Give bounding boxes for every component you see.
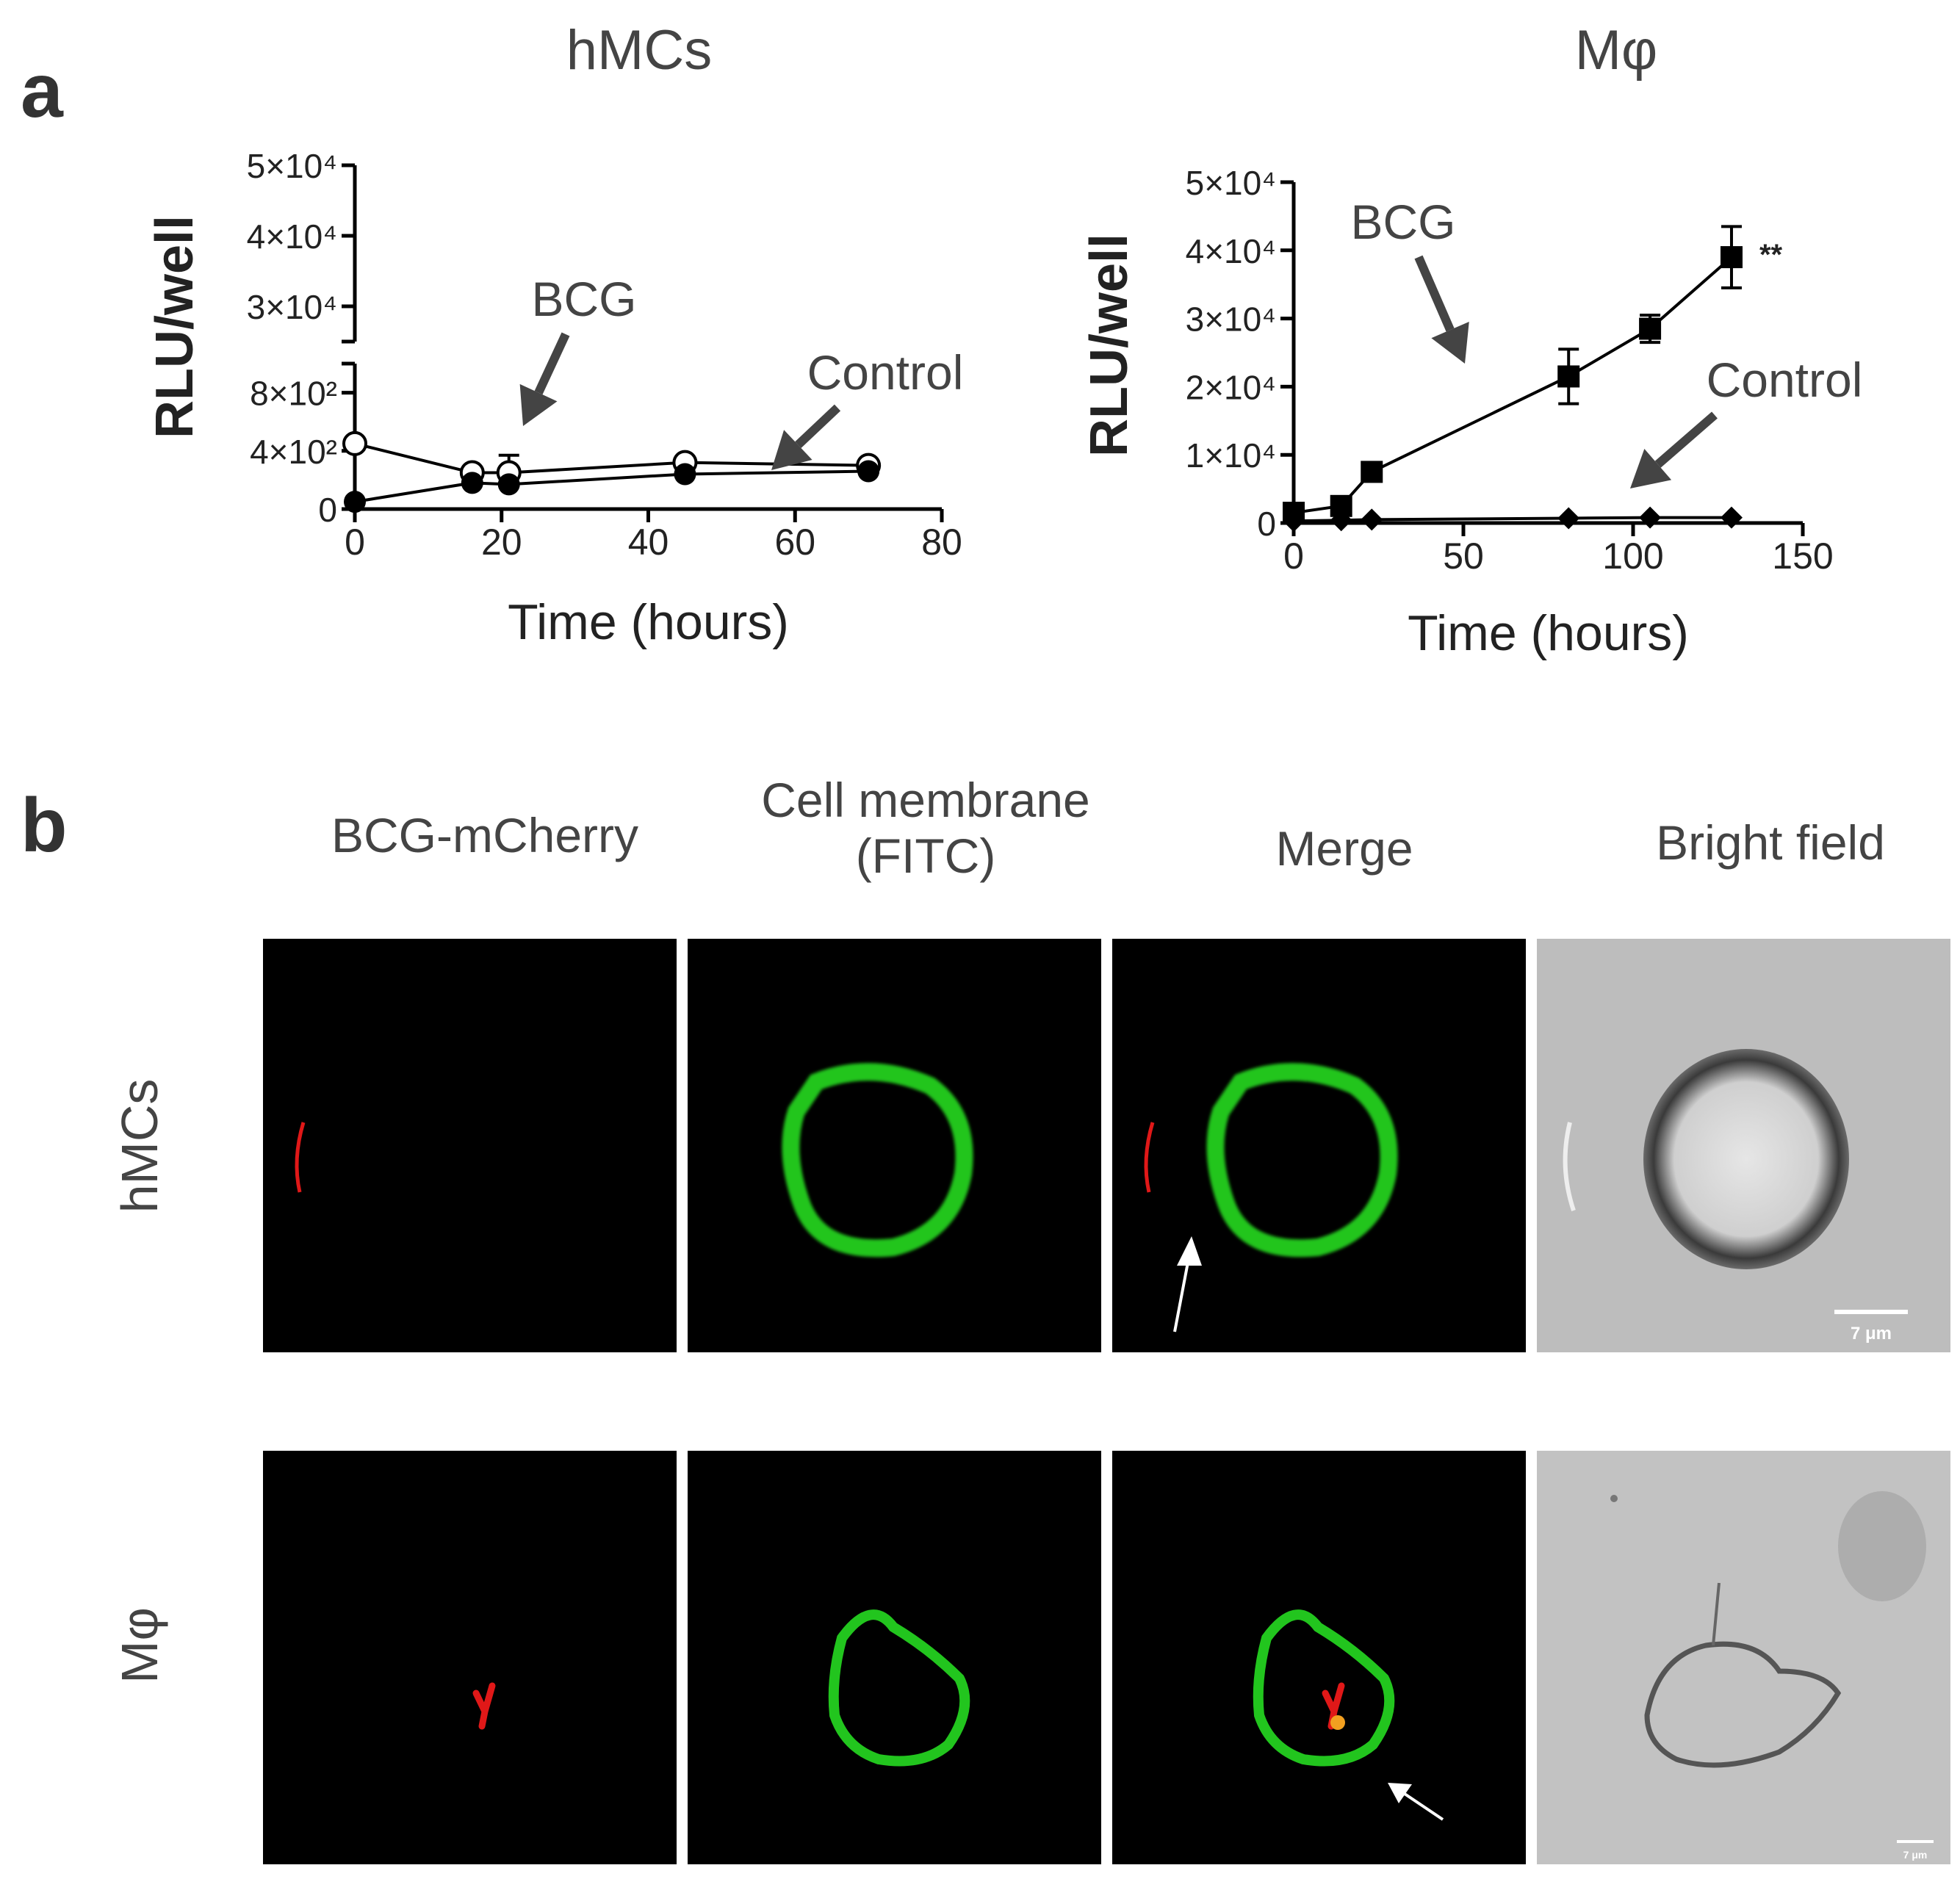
micrograph-mphi-cell-membrane	[688, 1451, 1101, 1864]
chart2-arrow-control-shaft	[1654, 411, 1718, 468]
chart2-series-0-point	[1639, 317, 1662, 340]
chart2-series-0-point	[1557, 365, 1580, 388]
chart2-series-1-point	[1361, 508, 1383, 531]
chart1-y-tick-label: 8×10²	[250, 375, 337, 413]
chart1-series-1-line	[354, 469, 869, 504]
scale-bar-label-1: 7 μm	[1851, 1324, 1892, 1344]
chart1-arrow-control-shaft	[795, 404, 841, 449]
chart2-x-tick-label: 0	[1283, 535, 1304, 577]
chart1-series-1-point	[497, 473, 520, 496]
chart1-x-tick-label: 0	[345, 522, 365, 563]
chart1-y-axis-label: RLU/well	[145, 215, 204, 439]
chart1-series-1-point	[344, 491, 366, 513]
chart1-arrow-bcg-shaft	[534, 332, 570, 395]
chart2-arrow-bcg-shaft	[1414, 255, 1455, 332]
chart1-y-tick-label: 0	[318, 491, 337, 529]
chart2-y-tick-label: 4×10⁴	[1186, 232, 1276, 270]
chart1-series-1-point	[461, 472, 483, 494]
chart2-arrow-bcg-head	[1431, 321, 1469, 364]
chart2-x-tick-label: 50	[1443, 535, 1484, 577]
panel-b-letter: b	[21, 783, 68, 868]
chart1-arrow-control-head	[771, 430, 813, 470]
chart1-series-0-point	[342, 430, 367, 456]
chart1-annotation-control: Control	[807, 345, 964, 400]
scale-bar-label-2: 7 μm	[1903, 1849, 1928, 1861]
chart2-annotation-bcg: BCG	[1350, 195, 1455, 249]
chart1-title: hMCs	[566, 19, 713, 82]
chart2-y-tick-label: 1×10⁴	[1186, 436, 1276, 475]
chart2-svg: 0 50 100 150 0 1×10⁴ 2×10⁴ 3×10⁴ 4×10⁴ 5×10⁴ Time …	[1080, 164, 1863, 661]
chart1-x-tick-label: 40	[628, 522, 669, 563]
chart2-x-tick-label: 150	[1772, 535, 1833, 577]
chart2-x-axis-label: Time (hours)	[1408, 605, 1689, 661]
micrograph-hmcs-cell-membrane	[688, 939, 1101, 1352]
chart1-y-tick-label: 4×10²	[250, 433, 337, 471]
chart2-series-1-point	[1639, 506, 1662, 529]
chart2-x-tick-label: 100	[1602, 535, 1663, 577]
chart1-svg: 0 20 40 60 80 0 4×10² 8×10² 3×10⁴ 4×10⁴ 5×10⁴ Time …	[145, 147, 964, 650]
micrograph-mphi-bright-field: 7 μm	[1537, 1451, 1950, 1864]
panel-a-letter: a	[21, 48, 63, 134]
row-label-hmcs: hMCs	[111, 1078, 168, 1213]
chart1-series-1-point	[674, 463, 696, 486]
chart1-y-tick-label: 3×10⁴	[247, 288, 337, 326]
micrograph-hmcs-bcg-mcherry	[263, 939, 677, 1352]
chart2-series-1-point	[1720, 506, 1743, 529]
micrograph-mphi-merge	[1112, 1451, 1526, 1864]
chart2-series-1-point	[1330, 509, 1352, 532]
column-header-bcg-mcherry: BCG-mCherry	[331, 808, 638, 862]
chart2-y-tick-label: 3×10⁴	[1186, 300, 1276, 339]
micrograph-mphi-bcg-mcherry	[263, 1451, 677, 1864]
chart2-arrow-control-head	[1630, 449, 1672, 488]
chart2-series-0-point	[1361, 461, 1383, 483]
chart2-y-axis-label: RLU/well	[1080, 234, 1139, 457]
row-label-mphi: Mφ	[111, 1607, 168, 1684]
chart2-series-0-point	[1720, 246, 1743, 269]
chart2-significance-mark: **	[1759, 239, 1783, 271]
column-header-merge: Merge	[1275, 821, 1413, 876]
chart1-x-tick-label: 60	[774, 522, 815, 563]
chart2-y-tick-label: 2×10⁴	[1186, 368, 1276, 406]
micrograph-hmcs-merge	[1112, 939, 1526, 1352]
chart1-arrow-bcg-head	[519, 383, 558, 426]
chart2-annotation-control: Control	[1707, 353, 1863, 407]
chart1-y-tick-label: 5×10⁴	[247, 147, 337, 185]
chart1-series-1-point	[857, 460, 880, 483]
chart2-y-tick-label: 5×10⁴	[1186, 164, 1276, 202]
chart2-series-1-line	[1293, 516, 1732, 523]
chart2-series-1-point	[1557, 507, 1580, 530]
column-header-bright-field: Bright field	[1656, 815, 1885, 870]
chart1-y-tick-label: 4×10⁴	[247, 217, 337, 256]
chart1-x-tick-label: 20	[481, 522, 522, 563]
chart2-series-1-point	[1283, 510, 1305, 533]
chart1-x-tick-label: 80	[921, 522, 962, 563]
chart2-y-tick-label: 0	[1257, 505, 1276, 543]
chart2-title: Mφ	[1574, 19, 1658, 82]
chart1-annotation-bcg: BCG	[531, 272, 636, 326]
chart1-x-axis-label: Time (hours)	[508, 594, 789, 650]
micrograph-hmcs-bright-field: 7 μm	[1537, 939, 1950, 1352]
column-header-cell-membrane: Cell membrane (FITC)	[761, 773, 1090, 883]
